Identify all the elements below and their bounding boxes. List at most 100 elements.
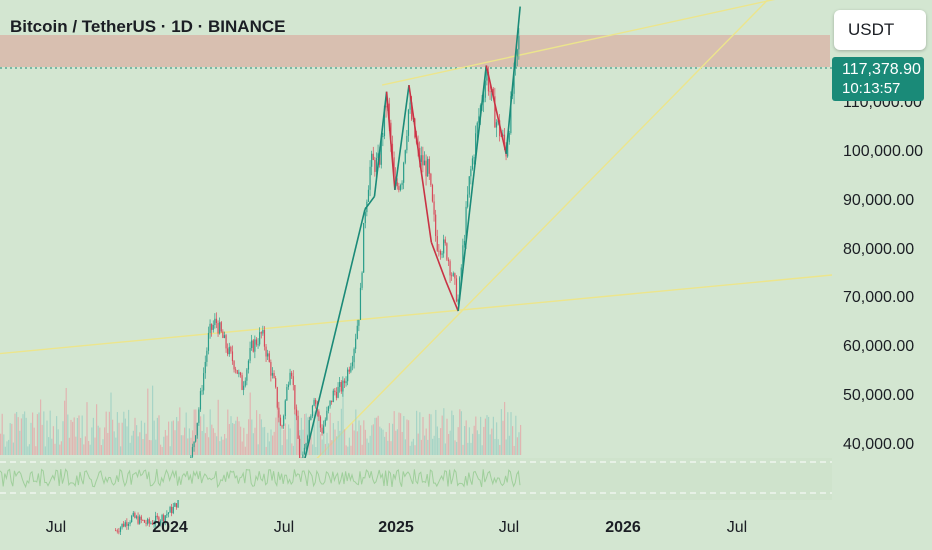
candle-body [388,103,390,123]
volume-bar [105,411,107,455]
candle-body [335,392,338,398]
volume-bar [240,426,242,455]
volume-bar [264,426,266,455]
currency-button[interactable]: USDT [834,10,926,50]
candle-body [507,142,509,157]
candle-body [121,523,123,528]
volume-bar [297,430,299,455]
volume-bar [76,417,78,455]
volume-bar [326,432,328,455]
candle-body [259,332,261,345]
volume-bar [158,415,160,455]
y-tick-label: 50,000.00 [843,387,915,404]
volume-bar [128,409,130,455]
volume-bar [454,440,456,455]
candle-body [123,523,125,527]
volume-bar [425,428,427,455]
volume-bar [99,427,101,455]
volume-bar [486,415,488,455]
candle-body [347,369,349,382]
x-tick-label: 2026 [605,519,641,536]
candle-body [193,441,195,448]
volume-bar [196,423,198,455]
candle-body [369,166,371,190]
volume-bar [68,437,70,455]
candle-body [249,348,251,361]
candle-body [276,387,278,408]
volume-bar [329,412,331,455]
volume-bar [49,410,51,455]
candle-body [148,519,150,524]
volume-bar [4,446,6,455]
volume-bar [272,435,274,455]
candle-body [289,372,291,385]
candle-body [283,415,285,426]
volume-bar [518,432,520,455]
candle-body [262,330,264,334]
volume-bar [110,392,112,455]
candle-body [356,325,358,339]
candle-body [217,322,219,334]
volume-bar [161,446,163,455]
volume-bar [224,433,226,455]
candle-body [265,346,267,357]
candle-body [428,158,430,174]
volume-bar [22,414,24,455]
volume-bar [393,411,395,455]
candle-body [459,277,461,300]
volume-bar [366,438,368,455]
volume-bar [60,441,62,455]
volume-bar [43,411,45,455]
volume-bar [67,414,69,455]
x-tick-label: 2025 [378,519,414,536]
y-tick-label: 100,000.00 [843,143,924,160]
candle-body [177,496,179,508]
volume-bar [208,437,210,455]
candle-body [220,322,222,332]
volume-bar [444,443,446,455]
volume-bar [214,432,216,455]
zigzag-leg [364,195,376,210]
candle-body [158,517,160,524]
volume-bar [462,444,464,455]
candle-body [147,519,149,524]
volume-bar [262,427,264,455]
volume-bar [182,435,184,455]
volume-bar [81,415,83,455]
candle-body [358,319,360,326]
candle-body [518,36,520,50]
candle-body [460,267,462,278]
candle-body [116,530,118,532]
volume-bar [84,436,86,455]
volume-bar [19,430,21,455]
candle-body [246,369,248,381]
candle-body [399,185,402,191]
candle-body [270,362,272,376]
candle-body [284,400,286,416]
volume-bar [475,416,477,455]
volume-bar [20,418,22,455]
volume-bar [188,428,190,455]
volume-bar [377,415,379,455]
volume-bar [441,415,443,455]
candle-body [143,520,146,523]
candle-body [382,136,384,138]
volume-bar [331,440,333,455]
volume-bar [283,429,285,455]
volume-bar [403,415,405,455]
volume-bar [56,416,58,455]
zigzag-leg [457,65,488,312]
x-tick-label: Jul [273,519,295,536]
candle-body [398,186,400,191]
last-price-badge: 117,378.90 10:13:57 [832,57,924,101]
volume-bar [232,422,234,455]
volume-bar [113,431,115,455]
volume-bar [252,433,254,455]
volume-bars [0,385,522,455]
candle-body [364,212,366,224]
volume-bar [51,438,53,455]
volume-bar [244,446,246,455]
candle-body [307,436,309,444]
